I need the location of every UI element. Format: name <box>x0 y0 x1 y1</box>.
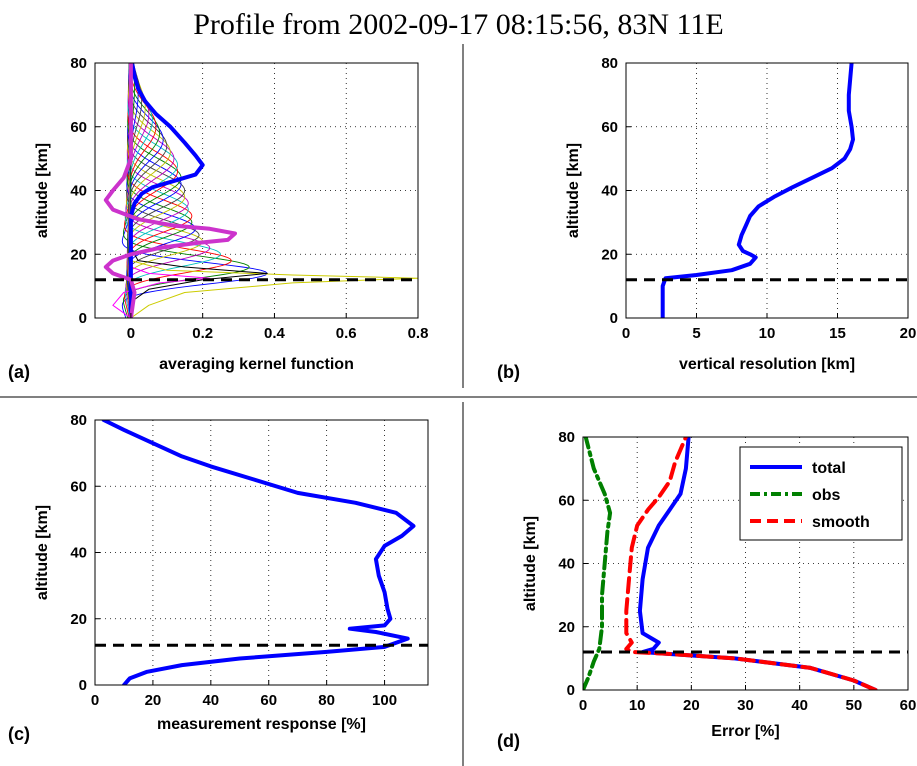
y-tick-label: 0 <box>79 677 87 694</box>
x-tick-label: 0.2 <box>192 325 213 342</box>
x-tick-label: 0 <box>91 692 99 709</box>
x-axis-label: Error [%] <box>711 723 779 740</box>
plot-area-a <box>103 63 418 318</box>
x-tick-label: 0.8 <box>408 325 429 342</box>
x-tick-label: 10 <box>629 697 646 714</box>
x-axis-label: measurement response [%] <box>157 716 366 733</box>
plot-area-c <box>101 420 416 685</box>
x-tick-label: 20 <box>145 692 162 709</box>
x-tick-label: 30 <box>737 697 754 714</box>
x-tick-label: 60 <box>260 692 277 709</box>
figure-title: Profile from 2002-09-17 08:15:56, 83N 11… <box>193 8 724 41</box>
y-tick-label: 80 <box>558 429 575 446</box>
y-tick-label: 0 <box>567 682 575 699</box>
x-tick-label: 80 <box>318 692 335 709</box>
y-tick-label: 0 <box>610 310 618 327</box>
kernel-line <box>130 260 418 318</box>
kernel-line <box>112 266 211 318</box>
legend-label-smooth: smooth <box>812 514 870 531</box>
y-tick-label: 0 <box>79 310 87 327</box>
kernel-highlight-line <box>103 63 237 318</box>
y-tick-label: 20 <box>70 246 87 263</box>
kernel-line <box>130 247 268 318</box>
panel-tag-b: (b) <box>497 362 520 382</box>
legend-label-obs: obs <box>812 487 841 504</box>
y-tick-label: 40 <box>70 183 87 200</box>
x-tick-label: 20 <box>900 325 917 342</box>
y-tick-label: 20 <box>601 246 618 263</box>
y-axis-label: altitude [km] <box>34 505 51 600</box>
x-tick-label: 0 <box>127 325 135 342</box>
x-tick-label: 0.4 <box>264 325 286 342</box>
series-line-obs <box>583 437 613 690</box>
plot-area-b <box>660 63 855 318</box>
y-tick-label: 80 <box>70 412 87 429</box>
x-tick-label: 10 <box>759 325 776 342</box>
series-line-b <box>660 63 855 318</box>
y-tick-label: 20 <box>70 611 87 628</box>
x-axis-label: averaging kernel function <box>159 356 354 373</box>
y-tick-label: 40 <box>70 545 87 562</box>
y-tick-label: 60 <box>558 492 575 509</box>
x-tick-label: 40 <box>791 697 808 714</box>
y-tick-label: 80 <box>601 55 618 72</box>
x-tick-label: 50 <box>845 697 862 714</box>
legend-label-total: total <box>812 460 846 477</box>
x-tick-label: 60 <box>900 697 917 714</box>
y-tick-label: 60 <box>70 119 87 136</box>
y-tick-label: 20 <box>558 619 575 636</box>
x-tick-label: 20 <box>683 697 700 714</box>
y-tick-label: 80 <box>70 55 87 72</box>
series-line-c <box>101 420 416 685</box>
y-axis-label: altitude [km] <box>34 143 51 238</box>
panel-tag-d: (d) <box>497 731 520 751</box>
y-tick-label: 40 <box>601 183 618 200</box>
x-tick-label: 5 <box>692 325 700 342</box>
panel-tag-c: (c) <box>8 724 30 744</box>
y-tick-label: 40 <box>558 556 575 573</box>
y-axis-label: altitude [km] <box>565 143 582 238</box>
y-tick-label: 60 <box>601 119 618 136</box>
x-tick-label: 0.6 <box>336 325 357 342</box>
plot-area-d <box>583 437 878 690</box>
x-tick-label: 0 <box>622 325 630 342</box>
x-axis-label: vertical resolution [km] <box>679 356 855 373</box>
series-line-smooth <box>624 437 878 690</box>
x-tick-label: 40 <box>202 692 219 709</box>
y-axis-label: altitude [km] <box>522 516 539 611</box>
x-tick-label: 100 <box>372 692 397 709</box>
x-tick-label: 0 <box>579 697 587 714</box>
y-tick-label: 60 <box>70 478 87 495</box>
kernel-highlight-line <box>128 63 205 318</box>
panel-tag-a: (a) <box>8 362 30 382</box>
x-tick-label: 15 <box>829 325 846 342</box>
